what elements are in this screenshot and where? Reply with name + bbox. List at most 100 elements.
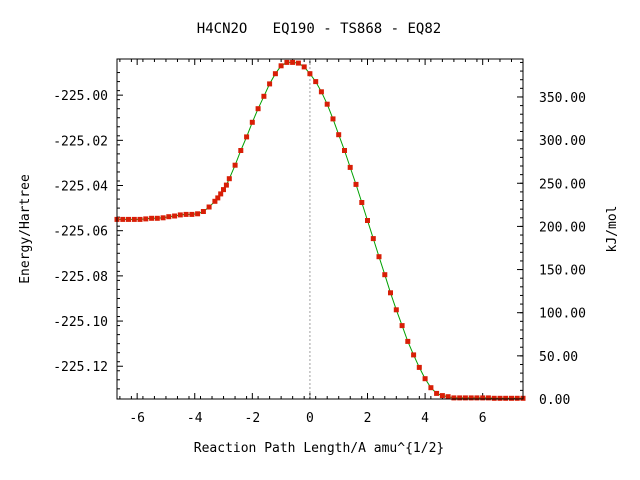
data-point (295, 60, 301, 66)
data-point (388, 290, 393, 296)
data-point (313, 79, 319, 85)
data-point (497, 395, 503, 401)
data-point (200, 209, 206, 214)
data-point (393, 307, 399, 313)
data-point (284, 59, 290, 65)
y-tick-label: -225.02 (53, 134, 108, 149)
data-point (261, 93, 267, 99)
data-point (183, 211, 189, 217)
y-tick-label: -225.10 (53, 315, 108, 330)
y2-tick-label: 100.00 (539, 307, 586, 322)
data-point (120, 216, 126, 222)
x-axis-ticks: -6 -4 -2 0 2 4 6 (119, 59, 512, 426)
data-point (290, 59, 296, 65)
data-point (226, 176, 232, 182)
data-point (514, 395, 520, 401)
data-point (480, 395, 486, 401)
y-axis-ticks: -225.00 -225.02 -225.04 -225.06 -225.08 -225.… (53, 72, 123, 390)
data-point (154, 215, 160, 221)
data-point (126, 216, 131, 222)
data-point (177, 212, 183, 218)
data-point (509, 395, 514, 401)
data-point (462, 395, 468, 401)
data-point (166, 214, 172, 220)
y2-tick-label: 200.00 (539, 220, 586, 235)
data-point (249, 119, 255, 125)
x-tick-label: 2 (364, 411, 372, 426)
data-point (324, 101, 330, 107)
x-tick-label: 0 (306, 411, 314, 426)
x-tick-label: 4 (421, 411, 429, 426)
y-tick-label: -225.08 (53, 270, 108, 285)
data-point (330, 116, 336, 122)
data-point (223, 182, 229, 188)
data-point (399, 323, 405, 329)
data-point (212, 198, 218, 204)
y-tick-label: -225.12 (53, 360, 108, 375)
data-point (232, 162, 238, 168)
data-point (195, 211, 201, 217)
data-point (353, 181, 359, 187)
y2-tick-label: 50.00 (539, 350, 578, 365)
data-point (267, 81, 273, 87)
data-point (272, 71, 278, 77)
data-point (137, 216, 143, 222)
data-point (428, 385, 434, 391)
data-point (347, 164, 353, 170)
y2-axis-ticks: 350.00 300.00 250.00 200.00 150.00 100.00 50.0… (517, 61, 586, 408)
data-point (301, 64, 307, 70)
x-tick-label: 6 (479, 411, 487, 426)
data-point (422, 376, 428, 382)
data-point (485, 395, 491, 401)
y2-tick-label: 150.00 (539, 264, 586, 279)
plot-frame (116, 58, 524, 400)
y-tick-label: -225.04 (53, 180, 108, 195)
data-point (221, 187, 226, 193)
data-point (405, 338, 411, 344)
y2-tick-label: 350.00 (539, 91, 586, 106)
y2-tick-label: 0.00 (539, 393, 570, 408)
y-tick-label: -225.06 (53, 225, 108, 240)
data-point (318, 89, 324, 95)
data-point (434, 390, 440, 396)
data-point (149, 215, 155, 221)
data-point (457, 395, 463, 401)
data-point (131, 216, 137, 222)
data-point (206, 204, 212, 210)
data-point (278, 63, 284, 69)
series-markers (114, 59, 526, 401)
data-point (143, 216, 149, 222)
x-tick-label: -6 (129, 411, 145, 426)
data-point (503, 395, 509, 401)
data-point (491, 395, 497, 401)
data-point (307, 71, 313, 77)
data-point (172, 213, 178, 219)
x-tick-label: -2 (245, 411, 261, 426)
data-point (244, 134, 250, 140)
data-point (439, 393, 445, 399)
data-point (215, 195, 221, 201)
series-line (117, 61, 523, 399)
data-point (445, 394, 451, 400)
data-point (160, 215, 166, 221)
data-point (474, 395, 480, 401)
data-point (336, 132, 342, 138)
data-point (416, 364, 422, 370)
x-axis-label: Reaction Path Length/A amu^{1/2} (194, 441, 444, 456)
y-tick-label: -225.00 (53, 89, 108, 104)
x-tick-label: -4 (187, 411, 203, 426)
y-axis-label: Energy/Hartree (18, 174, 33, 284)
data-point (342, 148, 347, 153)
data-point (359, 200, 365, 205)
data-point (218, 191, 224, 197)
chart-title: H4CN2O EQ190 - TS868 - EQ82 (197, 21, 441, 37)
data-point (468, 395, 474, 401)
data-point (255, 106, 261, 112)
data-point (376, 254, 382, 260)
y2-tick-label: 300.00 (539, 134, 586, 149)
data-point (382, 272, 388, 278)
data-point (238, 148, 244, 153)
y2-axis-label: kJ/mol (605, 206, 620, 253)
data-point (411, 352, 417, 358)
